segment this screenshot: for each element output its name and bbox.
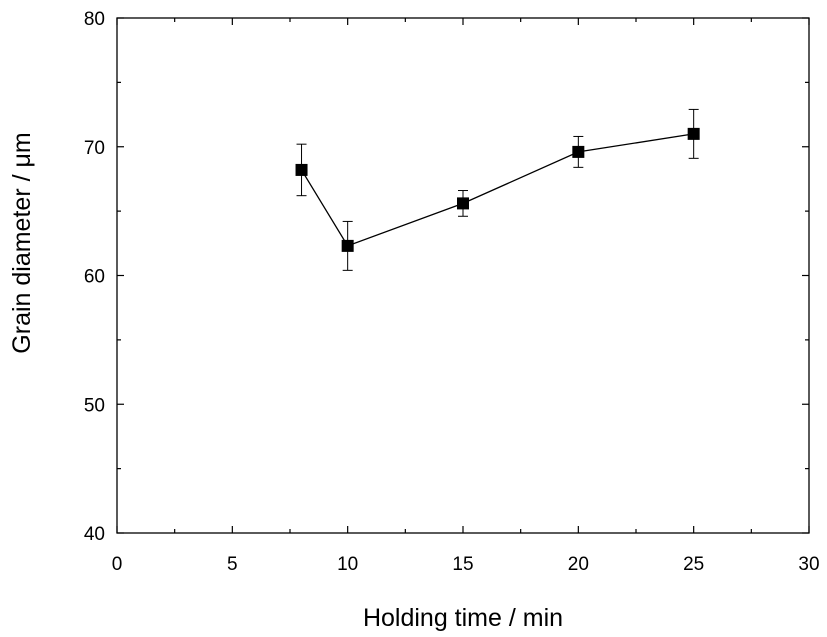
y-tick-label: 80: [84, 9, 105, 30]
y-tick-label: 50: [84, 395, 105, 416]
y-tick-labels: 40 50 60 70 80: [84, 9, 105, 545]
data-point: [341, 239, 354, 252]
data-point: [457, 197, 469, 210]
data-markers: [295, 127, 700, 252]
data-point: [572, 145, 585, 158]
plot-frame: [116, 17, 810, 534]
y-tick-label: 70: [84, 138, 105, 159]
y-axis-title: Grain diameter / μm: [8, 132, 36, 353]
series-line-path: [300, 133, 694, 247]
x-tick-label: 0: [112, 554, 123, 575]
y-tick-label: 60: [84, 267, 105, 288]
x-tick-label: 20: [568, 554, 589, 575]
x-tick-label: 10: [337, 554, 358, 575]
x-tick-label: 30: [798, 554, 819, 575]
x-tick-label: 5: [227, 554, 238, 575]
axis-ticks: [116, 17, 810, 534]
x-tick-label: 15: [452, 554, 473, 575]
series-line: [300, 133, 694, 247]
error-bars: [296, 108, 699, 271]
x-axis-title: Holding time / min: [363, 604, 563, 632]
x-tick-labels: 0 5 10 15 20 25 30: [112, 554, 820, 575]
data-point: [295, 163, 308, 176]
data-point: [687, 127, 700, 140]
y-tick-label: 40: [84, 524, 105, 545]
x-tick-label: 25: [683, 554, 704, 575]
